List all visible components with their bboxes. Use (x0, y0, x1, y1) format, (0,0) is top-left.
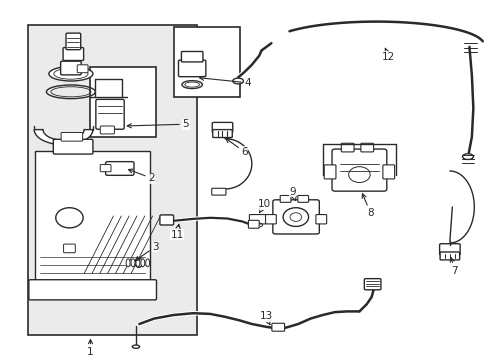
FancyBboxPatch shape (324, 165, 335, 179)
FancyBboxPatch shape (272, 200, 319, 234)
FancyBboxPatch shape (331, 149, 386, 191)
Ellipse shape (131, 259, 135, 267)
Text: 9: 9 (288, 186, 295, 201)
Ellipse shape (135, 258, 142, 267)
Ellipse shape (141, 259, 144, 267)
FancyBboxPatch shape (297, 195, 308, 202)
FancyBboxPatch shape (439, 244, 459, 255)
FancyBboxPatch shape (315, 215, 326, 224)
FancyBboxPatch shape (249, 215, 265, 224)
FancyBboxPatch shape (29, 280, 156, 300)
Ellipse shape (132, 345, 140, 348)
Text: 8: 8 (362, 194, 373, 218)
FancyBboxPatch shape (439, 252, 459, 260)
Bar (28, 25, 196, 335)
FancyBboxPatch shape (341, 143, 353, 152)
FancyBboxPatch shape (105, 162, 134, 175)
FancyBboxPatch shape (61, 132, 82, 141)
FancyBboxPatch shape (360, 143, 373, 152)
FancyBboxPatch shape (96, 99, 124, 129)
FancyBboxPatch shape (77, 65, 88, 73)
FancyBboxPatch shape (100, 126, 114, 134)
FancyBboxPatch shape (66, 33, 81, 50)
Text: 4: 4 (199, 76, 251, 88)
Text: 5: 5 (127, 119, 189, 129)
Bar (35, 151, 150, 284)
Text: 12: 12 (381, 48, 395, 62)
FancyBboxPatch shape (280, 195, 290, 202)
Ellipse shape (462, 154, 472, 159)
Text: 1: 1 (87, 339, 94, 357)
Text: 3: 3 (135, 242, 159, 261)
FancyBboxPatch shape (248, 220, 259, 228)
Text: 7: 7 (449, 258, 457, 276)
FancyBboxPatch shape (364, 279, 380, 290)
Bar (90, 67, 156, 137)
FancyBboxPatch shape (63, 244, 75, 253)
FancyBboxPatch shape (160, 215, 173, 225)
Ellipse shape (126, 259, 130, 267)
Text: 13: 13 (259, 311, 272, 325)
FancyBboxPatch shape (265, 215, 276, 224)
Ellipse shape (145, 259, 149, 267)
FancyBboxPatch shape (382, 165, 394, 179)
Ellipse shape (136, 259, 140, 267)
Polygon shape (34, 130, 93, 145)
Ellipse shape (232, 78, 243, 84)
FancyBboxPatch shape (271, 323, 284, 331)
FancyBboxPatch shape (100, 165, 111, 172)
Ellipse shape (49, 67, 93, 81)
Bar (173, 27, 239, 97)
FancyBboxPatch shape (61, 61, 81, 75)
FancyBboxPatch shape (53, 139, 93, 154)
FancyBboxPatch shape (212, 130, 232, 138)
FancyBboxPatch shape (178, 60, 205, 77)
Text: 2: 2 (128, 169, 155, 183)
Text: 6: 6 (225, 139, 247, 157)
FancyBboxPatch shape (212, 122, 232, 132)
FancyBboxPatch shape (211, 188, 225, 195)
FancyBboxPatch shape (63, 48, 83, 60)
Text: 11: 11 (170, 224, 183, 240)
Text: 10: 10 (257, 199, 270, 213)
FancyBboxPatch shape (181, 51, 203, 62)
